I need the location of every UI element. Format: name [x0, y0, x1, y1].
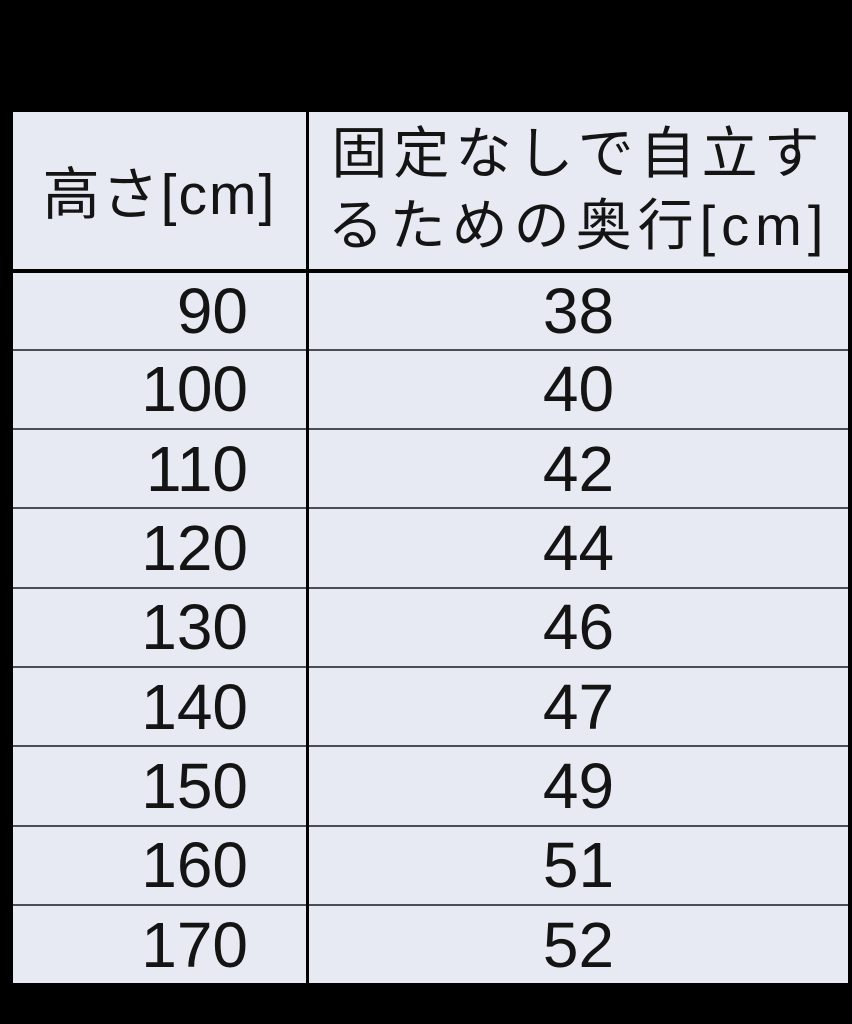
table-row: 160 51 — [11, 824, 850, 906]
cell-height-value: 90 — [11, 270, 308, 350]
header-row: 高さ[cm] 固定なしで自立す るための奥行[cm] — [11, 110, 850, 273]
table-header: 高さ[cm] 固定なしで自立す るための奥行[cm] — [11, 110, 850, 273]
table-row: 130 46 — [11, 586, 850, 668]
cell-height-value: 160 — [11, 824, 308, 906]
cell-height-value: 140 — [11, 666, 308, 747]
table-row: 140 47 — [11, 666, 850, 747]
cell-height-value: 170 — [11, 904, 308, 985]
table-row: 150 49 — [11, 745, 850, 826]
cell-height-value: 100 — [11, 348, 308, 430]
cell-depth-value: 51 — [306, 824, 850, 906]
table-row: 170 52 — [11, 904, 850, 985]
header-cell-height: 高さ[cm] — [11, 110, 308, 273]
table-row: 120 44 — [11, 507, 850, 588]
cell-depth-value: 52 — [306, 904, 850, 985]
cell-depth-value: 42 — [306, 428, 850, 509]
cell-depth-value: 46 — [306, 586, 850, 668]
header-depth-label-line2: るための奥行[cm] — [327, 194, 830, 258]
table-row: 90 38 — [11, 270, 850, 350]
height-depth-table: 高さ[cm] 固定なしで自立す るための奥行[cm] 90 38 100 40 110 4… — [10, 109, 851, 986]
table-row: 110 42 — [11, 428, 850, 509]
header-height-label: 高さ[cm] — [42, 163, 277, 228]
table-row: 100 40 — [11, 348, 850, 430]
cell-height-value: 150 — [11, 745, 308, 826]
cell-depth-value: 40 — [306, 348, 850, 430]
cell-height-value: 120 — [11, 507, 308, 588]
cell-depth-value: 47 — [306, 666, 850, 747]
table-body: 90 38 100 40 110 42 120 44 130 46 140 47 150 49 160 51 1… — [11, 270, 850, 985]
cell-height-value: 110 — [11, 428, 308, 509]
cell-depth-value: 49 — [306, 745, 850, 826]
cell-height-value: 130 — [11, 586, 308, 668]
header-cell-depth: 固定なしで自立す るための奥行[cm] — [306, 110, 850, 273]
header-depth-label-line1: 固定なしで自立す — [331, 122, 826, 186]
cell-depth-value: 44 — [306, 507, 850, 588]
cell-depth-value: 38 — [306, 270, 850, 350]
